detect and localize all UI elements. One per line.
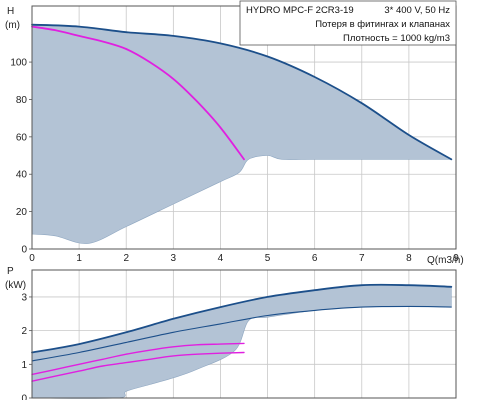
x-tick-label: 5: [265, 253, 271, 264]
power-series: [31, 283, 453, 382]
y-tick-label: 3: [21, 292, 27, 303]
head-operating-envelope: [31, 24, 453, 244]
series-system-min: [31, 351, 245, 382]
head-chart-panel: 0 20 40 60 80 100 0 1 2 3 4 5 6 7 8 9 H (m) Q(m3/h) HY…: [5, 0, 464, 266]
info-box: [239, 0, 457, 46]
y-tick-label: 2: [21, 326, 27, 337]
y-tick-label: 40: [16, 170, 28, 181]
y-tick-label: 0: [21, 245, 27, 256]
info-note-density: Плотность = 1000 kg/m3: [343, 33, 450, 44]
power-y-label: P: [7, 266, 14, 277]
series-p2-power: [31, 305, 452, 362]
head-x-label: Q(m3/h): [427, 255, 464, 266]
x-tick-label: 6: [312, 253, 318, 264]
series-system-curve: [31, 25, 245, 161]
x-tick-label: 8: [406, 253, 412, 264]
series-system-max: [31, 342, 245, 376]
head-y-label: H: [7, 6, 14, 17]
y-tick-label: 20: [16, 207, 28, 218]
info-note-fittings: Потеря в фитингах и клапанах: [315, 19, 450, 30]
x-tick-label: 9: [453, 253, 459, 264]
series-max-power: [31, 283, 453, 354]
x-tick-label: 4: [218, 253, 224, 264]
y-tick-label: 1: [21, 360, 27, 371]
power-plot-frame: [31, 269, 457, 399]
y-tick-label: 0: [21, 394, 27, 400]
head-y-ticks: 0 20 40 60 80 100: [10, 58, 32, 256]
y-tick-label: 80: [16, 95, 28, 106]
x-tick-label: 0: [29, 253, 35, 264]
y-tick-label: 60: [16, 132, 28, 143]
x-tick-label: 7: [359, 253, 365, 264]
head-x-ticks: 0 1 2 3 4 5 6 7 8 9: [29, 253, 459, 264]
x-tick-label: 1: [76, 253, 82, 264]
x-tick-label: 2: [123, 253, 129, 264]
power-y-ticks: 0 1 2 3: [21, 292, 32, 400]
series-pump-curve: [31, 23, 453, 161]
x-tick-label: 3: [171, 253, 177, 264]
power-y-unit: (kW): [5, 280, 26, 291]
power-chart-panel: 0 1 2 3 P (kW): [5, 266, 457, 400]
head-series: [31, 23, 453, 161]
info-title: HYDRO MPC-F 2CR3-19: [246, 5, 354, 16]
info-supply: 3* 400 V, 50 Hz: [384, 5, 450, 16]
head-y-unit: (m): [5, 20, 20, 31]
y-tick-label: 100: [10, 58, 27, 69]
